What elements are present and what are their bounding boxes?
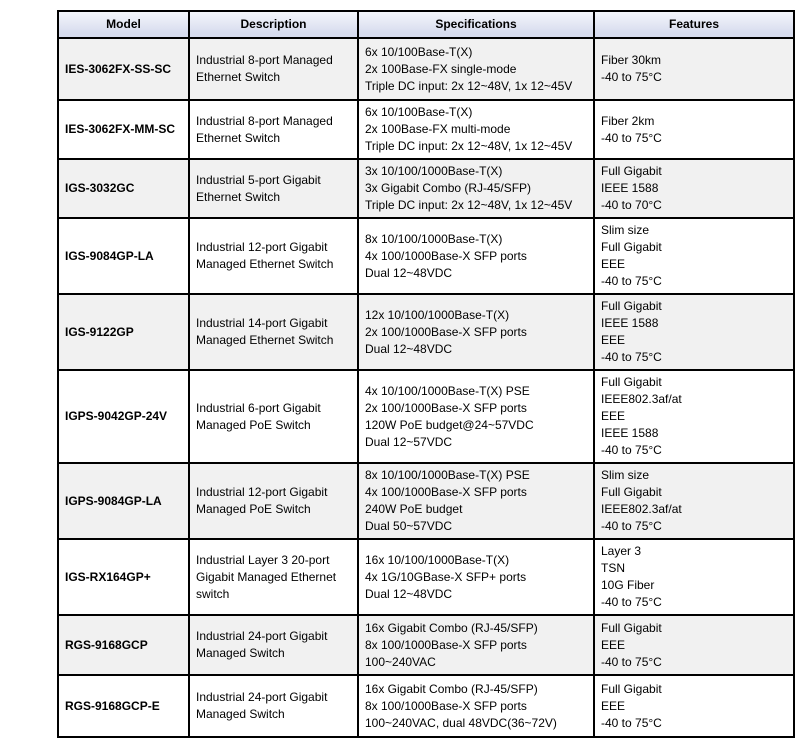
cell-features: Full Gigabit IEEE 1588 -40 to 70°C (593, 158, 795, 219)
table-row: IES-3062FX-MM-SC Industrial 8-port Manag… (57, 99, 795, 160)
table-row: IGPS-9084GP-LA Industrial 12-port Gigabi… (57, 462, 795, 540)
table-row: IGPS-9042GP-24V Industrial 6-port Gigabi… (57, 369, 795, 464)
column-header-features: Features (593, 10, 795, 39)
cell-specifications: 3x 10/100/1000Base-T(X) 3x Gigabit Combo… (357, 158, 595, 219)
cell-model: IGS-RX164GP+ (57, 538, 190, 616)
cell-model: IES-3062FX-MM-SC (57, 99, 190, 160)
cell-specifications: 6x 10/100Base-T(X) 2x 100Base-FX multi-m… (357, 99, 595, 160)
cell-features: Fiber 30km -40 to 75°C (593, 37, 795, 101)
cell-description: Industrial 12-port Gigabit Managed Ether… (188, 217, 359, 295)
cell-features: Slim size Full Gigabit EEE -40 to 75°C (593, 217, 795, 295)
cell-specifications: 12x 10/100/1000Base-T(X) 2x 100/1000Base… (357, 293, 595, 371)
cell-description: Industrial Layer 3 20-port Gigabit Manag… (188, 538, 359, 616)
cell-specifications: 16x Gigabit Combo (RJ-45/SFP) 8x 100/100… (357, 674, 595, 738)
cell-description: Industrial 5-port Gigabit Ethernet Switc… (188, 158, 359, 219)
cell-specifications: 8x 10/100/1000Base-T(X) 4x 100/1000Base-… (357, 217, 595, 295)
cell-model: IGPS-9042GP-24V (57, 369, 190, 464)
column-header-model: Model (57, 10, 190, 39)
cell-description: Industrial 14-port Gigabit Managed Ether… (188, 293, 359, 371)
cell-features: Slim size Full Gigabit IEEE802.3af/at -4… (593, 462, 795, 540)
header-row: Model Description Specifications Feature… (57, 10, 795, 39)
cell-features: Full Gigabit EEE -40 to 75°C (593, 614, 795, 676)
cell-features: Full Gigabit IEEE802.3af/at EEE IEEE 158… (593, 369, 795, 464)
cell-model: IGS-9122GP (57, 293, 190, 371)
cell-features: Fiber 2km -40 to 75°C (593, 99, 795, 160)
table-row: RGS-9168GCP Industrial 24-port Gigabit M… (57, 614, 795, 676)
column-header-description: Description (188, 10, 359, 39)
cell-specifications: 4x 10/100/1000Base-T(X) PSE 2x 100/1000B… (357, 369, 595, 464)
table-body: IES-3062FX-SS-SC Industrial 8-port Manag… (57, 37, 795, 738)
cell-features: Full Gigabit EEE -40 to 75°C (593, 674, 795, 738)
cell-model: IGPS-9084GP-LA (57, 462, 190, 540)
cell-model: IGS-9084GP-LA (57, 217, 190, 295)
table-row: RGS-9168GCP-E Industrial 24-port Gigabit… (57, 674, 795, 738)
cell-specifications: 16x Gigabit Combo (RJ-45/SFP) 8x 100/100… (357, 614, 595, 676)
cell-description: Industrial 8-port Managed Ethernet Switc… (188, 99, 359, 160)
cell-description: Industrial 8-port Managed Ethernet Switc… (188, 37, 359, 101)
cell-specifications: 16x 10/100/1000Base-T(X) 4x 1G/10GBase-X… (357, 538, 595, 616)
table-row: IGS-3032GC Industrial 5-port Gigabit Eth… (57, 158, 795, 219)
cell-model: RGS-9168GCP-E (57, 674, 190, 738)
table-row: IES-3062FX-SS-SC Industrial 8-port Manag… (57, 37, 795, 101)
table-row: IGS-RX164GP+ Industrial Layer 3 20-port … (57, 538, 795, 616)
cell-specifications: 6x 10/100Base-T(X) 2x 100Base-FX single-… (357, 37, 595, 101)
cell-description: Industrial 6-port Gigabit Managed PoE Sw… (188, 369, 359, 464)
cell-model: IES-3062FX-SS-SC (57, 37, 190, 101)
cell-description: Industrial 24-port Gigabit Managed Switc… (188, 674, 359, 738)
cell-features: Full Gigabit IEEE 1588 EEE -40 to 75°C (593, 293, 795, 371)
cell-model: IGS-3032GC (57, 158, 190, 219)
table-header: Model Description Specifications Feature… (57, 10, 795, 39)
table-row: IGS-9122GP Industrial 14-port Gigabit Ma… (57, 293, 795, 371)
column-header-specifications: Specifications (357, 10, 595, 39)
cell-model: RGS-9168GCP (57, 614, 190, 676)
cell-specifications: 8x 10/100/1000Base-T(X) PSE 4x 100/1000B… (357, 462, 595, 540)
cell-description: Industrial 24-port Gigabit Managed Switc… (188, 614, 359, 676)
cell-description: Industrial 12-port Gigabit Managed PoE S… (188, 462, 359, 540)
switch-product-table: Model Description Specifications Feature… (57, 10, 795, 738)
switch-product-table-container: Model Description Specifications Feature… (57, 10, 795, 738)
table-row: IGS-9084GP-LA Industrial 12-port Gigabit… (57, 217, 795, 295)
cell-features: Layer 3 TSN 10G Fiber -40 to 75°C (593, 538, 795, 616)
